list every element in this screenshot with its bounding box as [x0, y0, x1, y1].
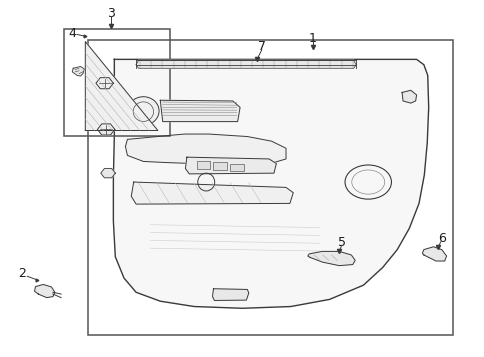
- Polygon shape: [72, 66, 84, 76]
- Polygon shape: [185, 157, 276, 174]
- Polygon shape: [422, 247, 446, 261]
- Polygon shape: [96, 78, 113, 89]
- Polygon shape: [401, 90, 416, 103]
- Polygon shape: [160, 100, 240, 122]
- Text: 7: 7: [257, 40, 265, 54]
- Polygon shape: [136, 60, 355, 68]
- Bar: [230, 164, 243, 171]
- Bar: [88, 40, 452, 335]
- Ellipse shape: [127, 97, 159, 125]
- Bar: [196, 161, 210, 169]
- Polygon shape: [97, 124, 115, 135]
- Polygon shape: [85, 41, 158, 131]
- Polygon shape: [307, 251, 354, 266]
- Polygon shape: [101, 169, 115, 178]
- Polygon shape: [113, 59, 428, 308]
- Text: 1: 1: [308, 31, 316, 45]
- Text: 6: 6: [437, 232, 445, 246]
- Text: 4: 4: [68, 27, 76, 40]
- Text: 5: 5: [337, 236, 345, 249]
- Polygon shape: [34, 285, 55, 298]
- Polygon shape: [212, 289, 248, 301]
- Text: 2: 2: [18, 267, 26, 280]
- Bar: [213, 162, 227, 170]
- Polygon shape: [131, 182, 293, 204]
- Bar: [63, 29, 169, 136]
- Polygon shape: [125, 134, 286, 164]
- Text: 3: 3: [107, 7, 115, 20]
